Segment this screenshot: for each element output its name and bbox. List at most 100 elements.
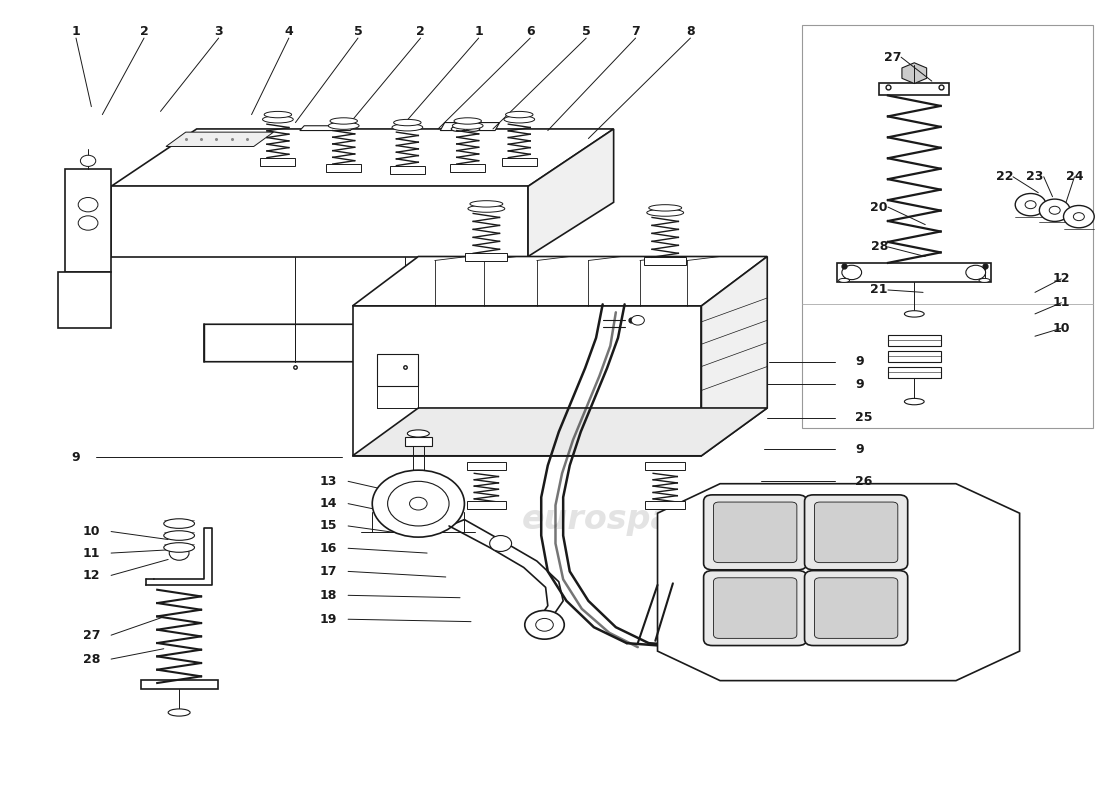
Ellipse shape (506, 111, 534, 118)
Circle shape (372, 470, 464, 537)
Bar (327, 164, 361, 172)
Circle shape (78, 198, 98, 212)
Polygon shape (166, 132, 274, 146)
Polygon shape (418, 330, 460, 344)
Polygon shape (405, 438, 431, 446)
Text: 27: 27 (883, 50, 901, 64)
Text: 25: 25 (855, 411, 872, 424)
Text: 3: 3 (214, 25, 223, 38)
Polygon shape (440, 122, 499, 130)
Text: 28: 28 (870, 241, 888, 254)
Circle shape (409, 498, 427, 510)
Ellipse shape (264, 111, 292, 118)
FancyBboxPatch shape (704, 570, 806, 646)
Bar (466, 502, 506, 510)
Text: 1: 1 (72, 25, 80, 38)
Bar (646, 502, 685, 510)
Bar (465, 254, 507, 262)
Text: 22: 22 (996, 170, 1013, 183)
Text: 10: 10 (1053, 322, 1070, 334)
Text: 21: 21 (870, 283, 888, 297)
Polygon shape (300, 126, 354, 130)
FancyBboxPatch shape (814, 578, 898, 638)
Text: 15: 15 (320, 519, 337, 533)
Text: 23: 23 (1026, 170, 1044, 183)
Ellipse shape (164, 518, 195, 528)
Circle shape (387, 482, 449, 526)
Bar (450, 164, 485, 172)
Polygon shape (528, 129, 614, 257)
FancyBboxPatch shape (804, 570, 908, 646)
Text: 27: 27 (82, 629, 100, 642)
Circle shape (842, 266, 861, 280)
Ellipse shape (979, 278, 990, 282)
Polygon shape (879, 82, 949, 95)
Ellipse shape (451, 126, 464, 131)
Circle shape (1040, 199, 1070, 222)
Text: 10: 10 (82, 525, 100, 538)
Polygon shape (65, 169, 111, 273)
Ellipse shape (164, 542, 195, 552)
Ellipse shape (466, 126, 480, 131)
Text: 28: 28 (82, 653, 100, 666)
Text: 20: 20 (870, 201, 888, 214)
Polygon shape (111, 186, 528, 257)
Polygon shape (702, 257, 767, 456)
Ellipse shape (904, 398, 924, 405)
Text: 2: 2 (140, 25, 148, 38)
Circle shape (169, 546, 189, 560)
Circle shape (1074, 213, 1085, 221)
Circle shape (536, 618, 553, 631)
Polygon shape (205, 308, 638, 362)
Circle shape (1049, 206, 1060, 214)
Polygon shape (376, 354, 418, 386)
Ellipse shape (329, 122, 359, 130)
Text: 5: 5 (582, 25, 591, 38)
Bar (502, 158, 537, 166)
Text: 11: 11 (82, 546, 100, 559)
Polygon shape (888, 350, 940, 362)
Ellipse shape (454, 118, 482, 124)
Text: 26: 26 (855, 475, 872, 488)
Ellipse shape (649, 205, 682, 211)
Text: 2: 2 (416, 25, 425, 38)
Bar (802, 26, 1093, 428)
Ellipse shape (452, 122, 483, 130)
Text: 5: 5 (353, 25, 362, 38)
Ellipse shape (164, 530, 195, 540)
Ellipse shape (168, 709, 190, 716)
Circle shape (1015, 194, 1046, 216)
Circle shape (966, 266, 986, 280)
Polygon shape (837, 263, 991, 282)
Circle shape (1025, 201, 1036, 209)
FancyBboxPatch shape (704, 495, 806, 570)
Text: 6: 6 (526, 25, 535, 38)
Text: 1: 1 (474, 25, 483, 38)
Text: 13: 13 (320, 475, 337, 488)
FancyBboxPatch shape (714, 578, 796, 638)
Polygon shape (352, 257, 767, 306)
Ellipse shape (407, 430, 429, 437)
Text: 4: 4 (285, 25, 294, 38)
Polygon shape (352, 306, 702, 456)
Text: eurospares: eurospares (521, 503, 733, 536)
Bar (646, 462, 685, 470)
Text: 14: 14 (320, 497, 337, 510)
Polygon shape (58, 273, 111, 328)
Ellipse shape (394, 119, 421, 126)
Ellipse shape (838, 278, 849, 282)
Circle shape (631, 315, 645, 325)
Bar (389, 166, 425, 174)
Circle shape (1064, 206, 1094, 228)
Text: 18: 18 (320, 589, 337, 602)
Text: 7: 7 (631, 25, 640, 38)
Polygon shape (658, 484, 1020, 681)
Ellipse shape (263, 116, 294, 123)
Polygon shape (888, 334, 940, 346)
Circle shape (80, 155, 96, 166)
Ellipse shape (504, 116, 535, 123)
FancyBboxPatch shape (714, 502, 796, 562)
Circle shape (490, 535, 512, 551)
Ellipse shape (330, 118, 358, 124)
Bar (645, 258, 686, 266)
